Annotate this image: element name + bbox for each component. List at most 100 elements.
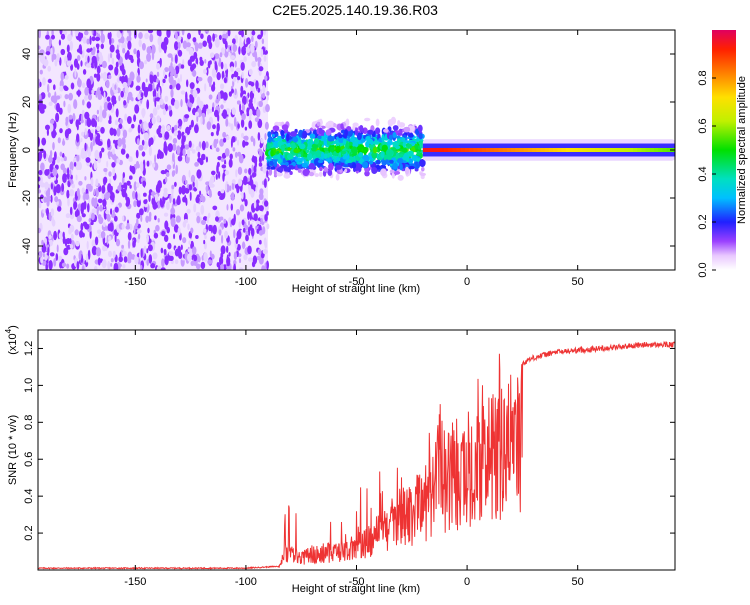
noise-blob [262,84,266,94]
noise-blob [52,167,58,177]
noise-blob [135,182,140,188]
noise-blob [164,131,170,140]
noise-blob [114,119,119,126]
noise-blob [130,165,136,174]
noise-blob [181,185,186,195]
noise-blob [53,175,57,181]
noise-blob [195,111,199,117]
noise-blob [170,71,174,78]
noise-blob [53,230,57,241]
noise-blob [160,267,166,270]
noise-blob [185,91,188,102]
noise-blob [188,169,191,178]
noise-blob [171,184,175,190]
carrier-segment [422,148,428,152]
noise-blob [121,244,124,249]
noise-blob [129,184,132,189]
x-tick-label: 50 [572,276,584,288]
noise-blob [163,36,169,46]
signal-blob [305,149,310,154]
carrier-segment [456,148,462,152]
carrier-segment [435,148,441,152]
noise-blob [238,267,244,270]
noise-blob [106,235,109,245]
noise-blob [177,118,183,127]
noise-blob [62,173,67,184]
signal-blob [287,153,294,160]
noise-blob [227,30,231,37]
signal-blob [302,130,308,139]
noise-blob [97,30,100,34]
noise-blob [48,156,53,163]
noise-blob [188,47,194,56]
snr-panel: -150 -100 -50 0 50 0.2 0.4 0.6 0.8 1.0 1.2 Height… [4,325,676,595]
noise-blob [234,90,237,96]
noise-blob [263,55,267,62]
noise-blob [207,60,211,69]
noise-blob [102,109,107,119]
noise-blob [248,220,250,226]
signal-blob [401,147,408,153]
carrier-segment [448,148,453,152]
noise-blob [238,258,242,264]
noise-blob [162,69,166,78]
noise-blob [171,170,175,178]
noise-blob [194,124,199,134]
noise-blob [87,55,90,63]
signal-blob [351,152,358,156]
noise-blob [154,97,157,108]
signal-blob [280,129,285,137]
noise-blob [211,106,214,112]
noise-blob [61,262,67,268]
noise-blob [214,53,220,60]
noise-blob [241,132,244,138]
noise-blob [66,189,70,199]
noise-blob [175,164,178,175]
noise-blob [97,257,101,266]
noise-blob [251,30,256,36]
noise-blob [45,190,51,198]
noise-blob [216,161,220,168]
noise-blob [212,235,216,242]
noise-blob [242,103,245,112]
signal-blob [407,143,413,149]
signal-blob [275,132,279,137]
noise-blob [87,202,90,213]
noise-blob [195,196,200,204]
noise-blob [198,100,204,109]
signal-blob [397,132,403,136]
noise-blob [230,55,236,60]
noise-blob [257,60,261,68]
noise-blob [260,217,263,225]
noise-blob [215,99,219,104]
noise-blob [222,33,228,39]
noise-blob [224,230,229,239]
y-tick-label: 1.2 [23,341,35,356]
noise-blob [170,62,173,68]
noise-blob [39,69,43,75]
signal-blob [285,161,289,166]
signal-blob [301,162,308,168]
noise-blob [90,212,95,221]
noise-blob [253,97,256,104]
noise-blob [40,162,45,171]
noise-blob [192,37,197,43]
signal-blob [364,170,370,177]
noise-blob [258,70,262,76]
signal-blob [328,162,334,171]
noise-blob [136,198,141,208]
noise-blob [146,160,150,167]
noise-blob [226,261,230,267]
noise-blob [39,102,44,112]
signal-blob [421,166,425,172]
noise-blob [247,245,252,255]
noise-blob [114,66,119,76]
noise-blob [96,207,99,216]
noise-blob [235,169,238,178]
carrier-segment [498,148,504,152]
noise-blob [96,72,101,82]
noise-blob [225,69,228,78]
noise-blob [57,206,62,212]
carrier-segment [544,148,550,152]
noise-blob [164,95,169,103]
